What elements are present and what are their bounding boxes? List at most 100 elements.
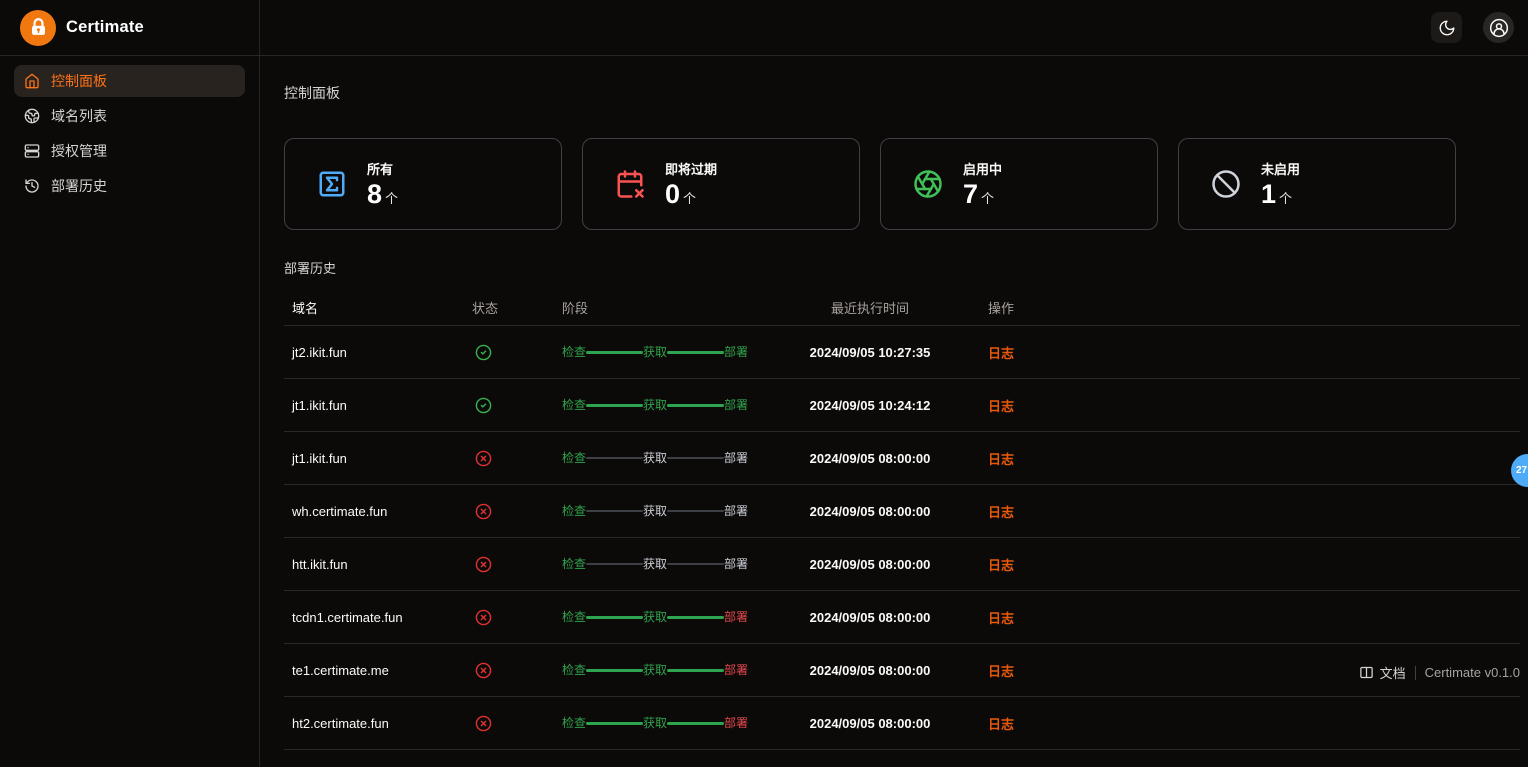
sidebar-item-dashboard[interactable]: 控制面板 <box>14 65 245 97</box>
sidebar-item-access[interactable]: 授权管理 <box>14 135 245 167</box>
stage-cell: 检查 获取 部署 <box>562 717 800 729</box>
floating-count-badge[interactable]: 27 <box>1511 454 1528 487</box>
sidebar-item-label: 控制面板 <box>51 73 107 89</box>
status-cell <box>472 397 562 414</box>
time-cell: 2024/09/05 08:00:00 <box>809 662 931 678</box>
stage-obtain: 获取 <box>643 716 668 730</box>
sidebar-item-domains[interactable]: 域名列表 <box>14 100 245 132</box>
stage-deploy: 部署 <box>724 398 749 412</box>
stage-deploy: 部署 <box>724 345 749 359</box>
main-content: 控制面板 所有 8 个即将过期 0 个启用中 7 个未启用 1 个 部署历史 域名 状态 阶段 … <box>260 56 1528 767</box>
brand: Certimate <box>0 0 260 56</box>
time-cell: 2024/09/05 08:00:00 <box>809 609 931 625</box>
stage-connector <box>586 721 644 725</box>
stat-unit: 个 <box>385 190 399 206</box>
stat-value: 7 <box>963 178 979 209</box>
log-link[interactable]: 日志 <box>988 716 1015 732</box>
status-cell <box>472 503 562 520</box>
table-row: wh.certimate.fun 检查 获取 部署 2024/09/05 08:00:0… <box>284 485 1520 538</box>
log-link[interactable]: 日志 <box>988 451 1015 467</box>
stage-connector <box>667 615 725 619</box>
domain-cell: jt2.ikit.fun <box>292 344 347 360</box>
globe-icon <box>24 108 40 124</box>
stage-cell: 检查 获取 部署 <box>562 452 800 464</box>
server-icon <box>24 143 40 159</box>
stat-card-expiring: 即将过期 0 个 <box>582 138 860 230</box>
stage-deploy: 部署 <box>724 557 749 571</box>
lock-icon <box>28 17 49 38</box>
domain-cell: jt1.ikit.fun <box>292 450 347 466</box>
stage-check: 检查 <box>562 504 587 518</box>
status-cell <box>472 556 562 573</box>
sidebar-item-history[interactable]: 部署历史 <box>14 170 245 202</box>
stage-cell: 检查 获取 部署 <box>562 611 800 623</box>
stat-card-text: 所有 8 个 <box>367 159 398 210</box>
stage-check: 检查 <box>562 398 587 412</box>
status-cell <box>472 344 562 361</box>
stage-deploy: 部署 <box>724 716 749 730</box>
stage-obtain: 获取 <box>643 398 668 412</box>
stage-connector <box>667 457 725 459</box>
log-link[interactable]: 日志 <box>988 345 1015 361</box>
table-row: jt1.ikit.fun 检查 获取 部署 2024/09/05 10:24:12 日志 <box>284 379 1520 432</box>
sidebar-item-label: 域名列表 <box>51 108 107 124</box>
domain-cell: te1.certimate.me <box>292 662 389 678</box>
theme-toggle-button[interactable] <box>1431 12 1462 43</box>
log-link[interactable]: 日志 <box>988 504 1015 520</box>
action-cell: 日志 <box>940 714 1520 733</box>
moon-icon <box>1438 19 1456 37</box>
deploy-history-table: 域名 状态 阶段 最近执行时间 操作 jt2.ikit.fun 检查 获取 部署 202… <box>284 289 1520 750</box>
stage-obtain: 获取 <box>643 663 668 677</box>
stage-connector <box>586 615 644 619</box>
x-circle-icon <box>475 503 492 520</box>
stat-card-disabled: 未启用 1 个 <box>1178 138 1456 230</box>
action-cell: 日志 <box>940 555 1520 574</box>
status-cell <box>472 662 562 679</box>
action-cell: 日志 <box>940 449 1520 468</box>
stat-label: 未启用 <box>1261 161 1301 177</box>
x-circle-icon <box>475 715 492 732</box>
stat-label: 所有 <box>367 161 394 177</box>
stat-cards: 所有 8 个即将过期 0 个启用中 7 个未启用 1 个 <box>284 138 1520 230</box>
table-row: jt1.ikit.fun 检查 获取 部署 2024/09/05 08:00:00 日志 <box>284 432 1520 485</box>
stage-connector <box>667 668 725 672</box>
sidebar-item-label: 授权管理 <box>51 143 107 159</box>
time-cell: 2024/09/05 08:00:00 <box>809 715 931 731</box>
time-cell: 2024/09/05 08:00:00 <box>809 503 931 519</box>
book-icon <box>1359 665 1374 680</box>
stat-card-enabled: 启用中 7 个 <box>880 138 1158 230</box>
time-cell: 2024/09/05 10:24:12 <box>809 397 931 413</box>
stage-obtain: 获取 <box>643 451 668 465</box>
stage-connector <box>667 563 725 565</box>
stage-connector <box>667 721 725 725</box>
table-row: te1.certimate.me 检查 获取 部署 2024/09/05 08:00:0… <box>284 644 1520 697</box>
user-menu-button[interactable] <box>1483 12 1514 43</box>
stage-check: 检查 <box>562 610 587 624</box>
table-row: htt.ikit.fun 检查 获取 部署 2024/09/05 08:00:00 日志 <box>284 538 1520 591</box>
time-cell: 2024/09/05 08:00:00 <box>809 556 931 572</box>
footer-divider <box>1414 665 1416 680</box>
deploy-history-title: 部署历史 <box>284 261 337 276</box>
footer: 文档 Certimate v0.1.0 <box>1359 663 1520 682</box>
stage-obtain: 获取 <box>643 504 668 518</box>
log-link[interactable]: 日志 <box>988 663 1015 679</box>
stage-connector <box>586 668 644 672</box>
log-link[interactable]: 日志 <box>988 610 1015 626</box>
stat-card-text: 启用中 7 个 <box>963 159 1002 210</box>
docs-link[interactable]: 文档 <box>1359 663 1406 682</box>
stat-value: 0 <box>665 178 681 209</box>
status-cell <box>472 450 562 467</box>
action-cell: 日志 <box>940 661 1520 680</box>
log-link[interactable]: 日志 <box>988 557 1015 573</box>
table-body: jt2.ikit.fun 检查 获取 部署 2024/09/05 10:27:35 日志 j… <box>284 326 1520 750</box>
stage-cell: 检查 获取 部署 <box>562 664 800 676</box>
x-circle-icon <box>475 556 492 573</box>
log-link[interactable]: 日志 <box>988 398 1015 414</box>
stat-unit: 个 <box>981 190 995 206</box>
stage-cell: 检查 获取 部署 <box>562 346 800 358</box>
table-header-row: 域名 状态 阶段 最近执行时间 操作 <box>284 289 1520 326</box>
stat-label: 即将过期 <box>665 161 718 177</box>
stat-unit: 个 <box>1279 190 1293 206</box>
stage-deploy: 部署 <box>724 451 749 465</box>
